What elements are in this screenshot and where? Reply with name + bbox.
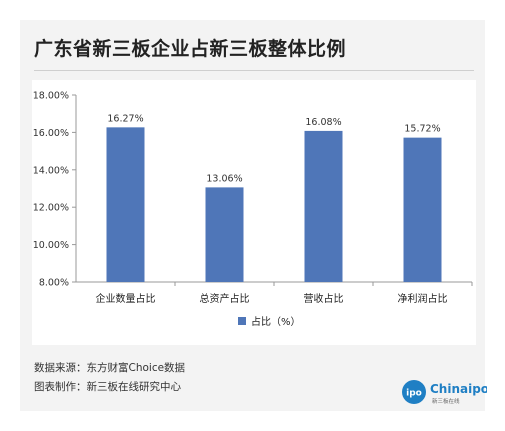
bar: [403, 137, 442, 282]
y-tick-label: 18.00%: [33, 91, 69, 102]
y-tick-label: 8.00%: [39, 278, 69, 289]
legend-swatch: [238, 317, 246, 325]
bar-data-label: 15.72%: [404, 124, 440, 135]
bar-chart: 8.00% 10.00% 12.00% 14.00% 16.00% 18.00% 16.27…: [33, 91, 473, 328]
logo-icon-text: ipo: [406, 389, 422, 399]
x-tick-label: 总资产占比: [200, 292, 250, 305]
legend-label: 占比（%）: [251, 315, 301, 328]
chart-credit-note: 图表制作：新三板在线研究中心: [34, 381, 181, 393]
bar: [304, 130, 343, 282]
bar: [205, 187, 244, 282]
chart-title: 广东省新三板企业占新三板整体比例: [34, 38, 347, 60]
x-tick-label: 营收占比: [304, 292, 344, 305]
bar-data-label: 16.27%: [107, 113, 143, 124]
chinaipo-logo: ipo Chinaipo 新三板在线: [402, 380, 487, 405]
bar: [106, 127, 145, 282]
y-tick-label: 14.00%: [33, 165, 69, 176]
x-tick-label: 企业数量占比: [96, 292, 156, 305]
chart-frame: 8.00% 10.00% 12.00% 14.00% 16.00% 18.00% 16.27…: [32, 80, 476, 345]
data-source-note: 数据来源：东方财富Choice数据: [34, 362, 186, 374]
bar-data-label: 16.08%: [305, 117, 341, 128]
logo-text: Chinaipo: [430, 382, 487, 396]
title-divider: [34, 70, 474, 71]
y-tick-label: 12.00%: [33, 203, 69, 214]
y-tick-label: 16.00%: [33, 128, 69, 139]
logo-circle-icon: [402, 380, 426, 404]
x-tick-label: 净利润占比: [398, 292, 448, 305]
bar-data-label: 13.06%: [206, 173, 242, 184]
logo-subtext: 新三板在线: [432, 397, 460, 405]
y-tick-label: 10.00%: [33, 240, 69, 251]
